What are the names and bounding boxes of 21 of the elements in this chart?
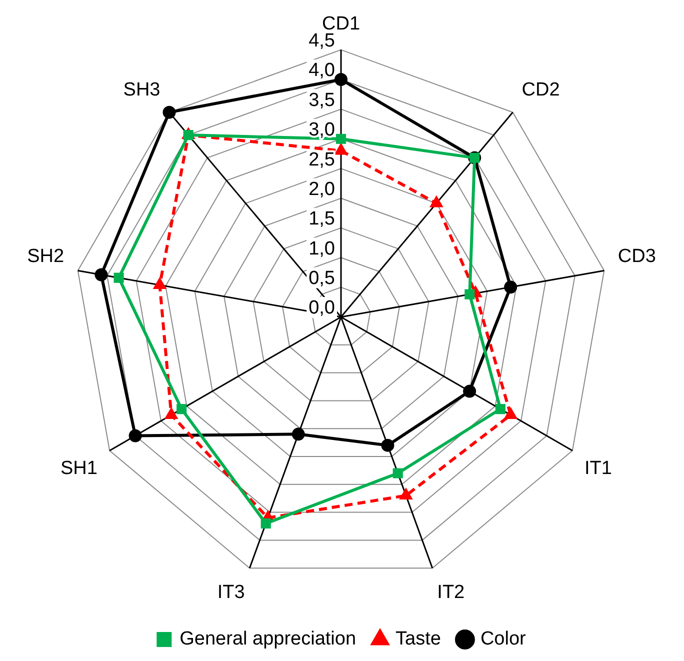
y-tick-label: 0,0	[308, 298, 335, 319]
y-tick-label: 2,0	[308, 178, 335, 200]
spoke-label: IT1	[584, 458, 612, 480]
spoke-label: CD2	[522, 79, 560, 100]
y-tick-label: 4,0	[308, 60, 335, 82]
legend-label: General appreciation	[180, 628, 356, 650]
spoke-label: CD3	[618, 246, 656, 268]
spoke-label: SH1	[60, 458, 98, 480]
spoke-label: SH2	[27, 246, 64, 268]
y-tick-label: 3,0	[308, 120, 335, 141]
y-tick-label: 4,5	[308, 30, 335, 52]
y-tick-label: 3,5	[308, 90, 335, 111]
y-tick-label: 2,5	[308, 149, 335, 170]
spoke-label: SH3	[123, 79, 160, 100]
y-tick-label: 1,5	[308, 208, 335, 230]
y-tick-label: 0,5	[308, 268, 335, 290]
legend-label: Color	[480, 628, 527, 650]
spoke-label: IT3	[217, 582, 245, 603]
y-tick-label: 1,0	[308, 238, 335, 260]
legend-label: Taste	[396, 628, 441, 650]
spoke-label: IT2	[437, 582, 465, 603]
